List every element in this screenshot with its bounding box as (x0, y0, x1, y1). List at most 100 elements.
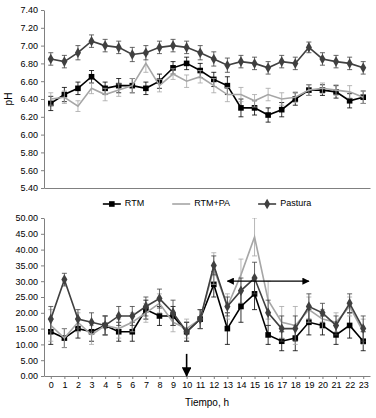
legend-label: RTM+PA (194, 198, 230, 208)
point-marker (156, 293, 162, 304)
error-bar (279, 55, 284, 67)
legend-item: RTM+PA (172, 198, 230, 208)
point-marker (360, 323, 366, 334)
y-tick-label: 45.00 (15, 229, 38, 239)
x-tick: 5 (117, 376, 122, 390)
error-bar (252, 262, 257, 294)
marker-group (156, 42, 162, 53)
x-tick: 18 (291, 376, 301, 390)
point-marker (156, 42, 162, 53)
y-tick: 10.00 (15, 340, 44, 350)
x-tick-mark (214, 376, 215, 379)
point-marker (292, 58, 298, 69)
legend-swatch (172, 203, 190, 205)
marker-group (197, 314, 203, 325)
marker-group (143, 47, 149, 58)
error-bar (266, 108, 271, 122)
x-tick-label: 9 (171, 380, 176, 390)
point-marker (170, 40, 176, 51)
point-marker (279, 56, 285, 67)
y-axis: 0.005.0010.0015.0020.0025.0030.0035.0040… (15, 213, 44, 381)
marker-group (211, 260, 217, 271)
error-bar (252, 57, 257, 69)
point-marker (333, 56, 339, 67)
y-tick-label: 25.00 (15, 292, 38, 302)
x-axis-line (45, 376, 371, 377)
point-marker (252, 58, 258, 69)
x-tick-mark (309, 376, 310, 379)
point-marker (170, 308, 176, 319)
y-tick-label: 7.20 (20, 23, 38, 33)
x-tick: 3 (90, 376, 95, 390)
x-tick: 15 (250, 376, 260, 390)
point-marker (279, 323, 285, 334)
point-marker (225, 326, 231, 332)
x-tick: 2 (76, 376, 81, 390)
marker-group (89, 317, 95, 328)
error-bar (184, 322, 189, 341)
error-bar (266, 300, 271, 325)
x-tick-mark (132, 376, 133, 379)
error-bar (89, 35, 94, 47)
y-tick: 45.00 (15, 229, 44, 239)
point-marker (306, 42, 312, 53)
marker-group (197, 47, 203, 58)
y-tick-mark (41, 313, 44, 314)
point-marker (143, 86, 149, 92)
legend-item: Pastura (258, 198, 311, 209)
x-tick-label: 19 (304, 380, 314, 390)
point-marker (265, 308, 271, 319)
x-tick-mark (200, 376, 201, 379)
y-tick-mark (41, 250, 44, 251)
y-axis-line (44, 11, 45, 189)
series-line (51, 63, 363, 115)
point-marker (224, 60, 230, 71)
series (48, 57, 366, 122)
point-marker (265, 112, 271, 118)
y-tick: 0.00 (20, 371, 44, 381)
y-tick: 5.80 (20, 148, 44, 158)
y-tick-mark (41, 234, 44, 235)
legend-marker (264, 199, 270, 210)
point-marker (279, 107, 285, 113)
error-bar (103, 39, 108, 51)
marker-group (333, 56, 339, 67)
y-tick-label: 15.00 (15, 324, 38, 334)
point-marker (48, 54, 54, 65)
marker-group (157, 313, 163, 319)
y-tick-label: 5.60 (20, 166, 38, 176)
point-marker (211, 260, 217, 271)
x-tick-label: 13 (223, 380, 233, 390)
legend-label: RTM (125, 198, 144, 208)
x-tick: 11 (196, 376, 205, 390)
marker-group (75, 314, 81, 325)
x-tick-label: 11 (196, 380, 205, 390)
marker-group (238, 56, 244, 67)
annotation-range-arrow (227, 281, 309, 282)
x-tick-mark (350, 376, 351, 379)
x-tick: 0 (49, 376, 54, 390)
x-tick-mark (255, 376, 256, 379)
y-tick-label: 50.00 (15, 213, 38, 223)
error-bar (130, 306, 135, 325)
x-tick-label: 1 (62, 380, 67, 390)
error-bar (211, 52, 216, 66)
x-tick-mark (187, 376, 188, 379)
chart: 5.405.605.806.006.206.406.606.807.007.20… (3, 5, 371, 193)
x-tick-label: 15 (250, 380, 260, 390)
error-bar (238, 278, 243, 303)
error-bar (103, 316, 108, 335)
error-bar (198, 46, 203, 60)
x-tick: 22 (345, 376, 355, 390)
error-bar (279, 316, 284, 341)
x-tick: 10 (182, 376, 192, 390)
x-tick-label: 8 (157, 380, 162, 390)
point-marker (347, 298, 353, 309)
marker-group (48, 314, 54, 325)
x-tick-label: 18 (291, 380, 301, 390)
x-tick: 20 (318, 376, 328, 390)
x-tick-label: 21 (332, 380, 342, 390)
plot-area (48, 218, 366, 351)
point-marker (238, 56, 244, 67)
point-marker (102, 40, 108, 51)
